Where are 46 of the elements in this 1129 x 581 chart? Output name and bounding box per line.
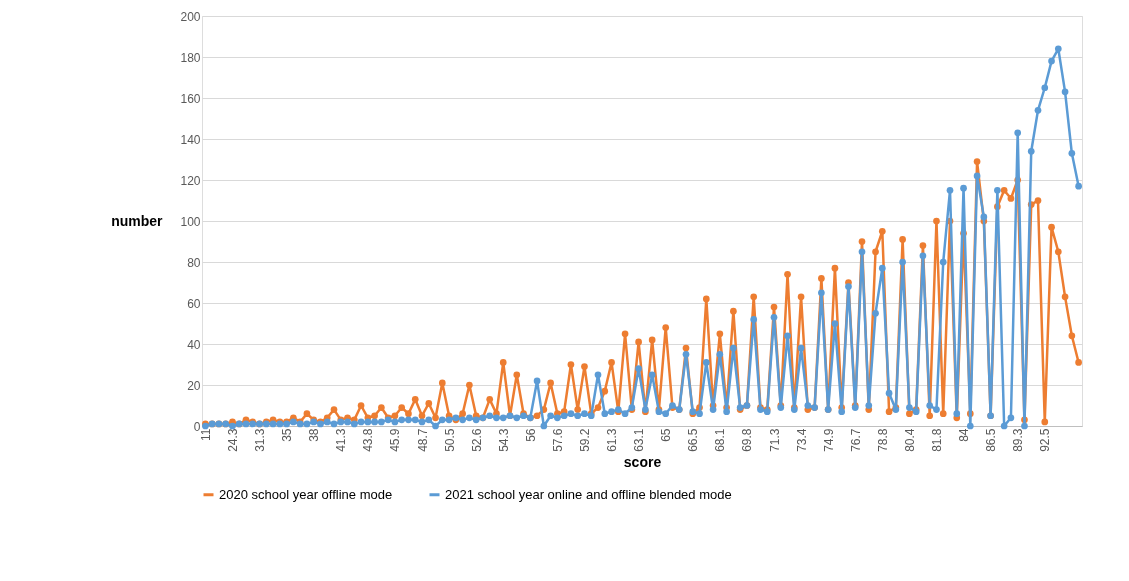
x-tick-label: 63.1 xyxy=(632,428,647,452)
y-tick-label: 60 xyxy=(187,296,201,311)
y-tick-label: 200 xyxy=(180,9,201,24)
legend-label: 2021 school year online and offline blended mode xyxy=(445,486,732,502)
x-tick-label: 41.3 xyxy=(334,428,349,452)
y-tick-label: 120 xyxy=(180,173,201,188)
y-tick-label: 180 xyxy=(180,50,201,65)
x-tick-label: 35 xyxy=(280,428,295,442)
x-tick-label: 89.3 xyxy=(1011,428,1026,452)
x-tick-label: 54.3 xyxy=(496,428,511,452)
x-tick-label: 43.8 xyxy=(361,428,376,452)
y-tick-label: 160 xyxy=(180,91,201,106)
x-tick-label: 61.3 xyxy=(605,428,620,452)
y-tick-label: 20 xyxy=(187,378,201,393)
x-tick-label: 65 xyxy=(659,428,674,442)
y-tick-label: 100 xyxy=(180,214,201,229)
x-tick-label: 68.1 xyxy=(713,428,728,452)
x-axis-title: score xyxy=(623,453,662,470)
x-tick-label: 73.4 xyxy=(794,428,809,452)
y-tick-label: 140 xyxy=(180,132,201,147)
x-tick-label: 66.5 xyxy=(686,428,701,452)
y-tick-label: 0 xyxy=(193,419,201,434)
x-tick-label: 45.9 xyxy=(388,428,403,452)
x-tick-label: 48.7 xyxy=(415,428,430,452)
x-tick-label: 31.3 xyxy=(253,428,268,452)
legend-label: 2020 school year offline mode xyxy=(219,486,393,502)
y-tick-label: 80 xyxy=(187,255,201,270)
x-tick-label: 38 xyxy=(307,428,322,442)
x-tick-label: 59.2 xyxy=(577,428,592,452)
x-tick-label: 78.8 xyxy=(875,428,890,452)
x-tick-label: 57.6 xyxy=(550,428,565,452)
x-tick-label: 92.5 xyxy=(1038,428,1053,452)
x-tick-label: 52.6 xyxy=(469,428,484,452)
x-tick-label: 80.4 xyxy=(902,428,917,452)
x-tick-label: 81.8 xyxy=(929,428,944,452)
x-tick-label: 69.8 xyxy=(740,428,755,452)
x-tick-label: 86.5 xyxy=(984,428,999,452)
x-tick-label: 56 xyxy=(523,428,538,442)
x-tick-label: 71.3 xyxy=(767,428,782,452)
x-tick-label: 84 xyxy=(957,428,972,442)
x-tick-label: 24.3 xyxy=(225,428,240,452)
x-tick-label: 74.9 xyxy=(821,428,836,452)
y-axis-title: number xyxy=(111,212,164,229)
x-tick-label: 76.7 xyxy=(848,428,863,452)
x-tick-label: 50.5 xyxy=(442,428,457,452)
y-tick-label: 40 xyxy=(187,337,201,352)
